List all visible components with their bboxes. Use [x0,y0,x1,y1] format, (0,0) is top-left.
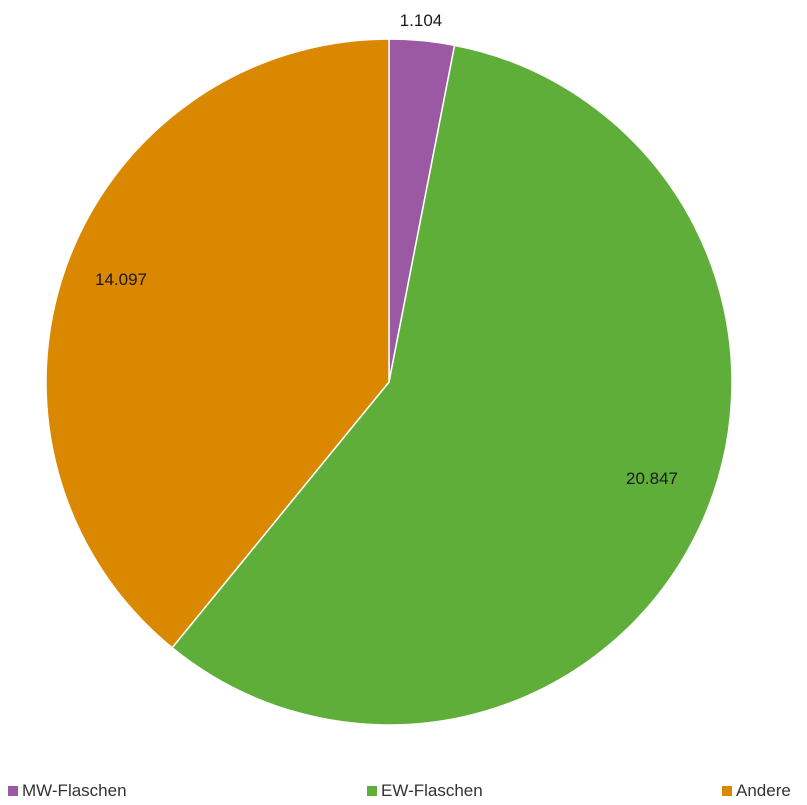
pie-slice-andere [45,38,390,649]
data-label-andere: 14.097 [95,270,147,289]
legend-item-andere: Andere [722,780,791,802]
legend-item-mw-flaschen: MW-Flaschen [8,780,127,802]
legend-item-ew-flaschen: EW-Flaschen [367,780,483,802]
legend-label-mw-flaschen: MW-Flaschen [22,781,127,800]
legend-swatch-andere [722,786,732,796]
legend-label-ew-flaschen: EW-Flaschen [381,781,483,800]
data-label-mw-flaschen: 1.104 [400,11,443,30]
legend-swatch-mw-flaschen [8,786,18,796]
legend-label-andere: Andere [736,781,791,800]
legend-swatch-ew-flaschen [367,786,377,796]
pie-slice-ew-flaschen [171,44,733,726]
data-label-ew-flaschen: 20.847 [626,469,678,488]
